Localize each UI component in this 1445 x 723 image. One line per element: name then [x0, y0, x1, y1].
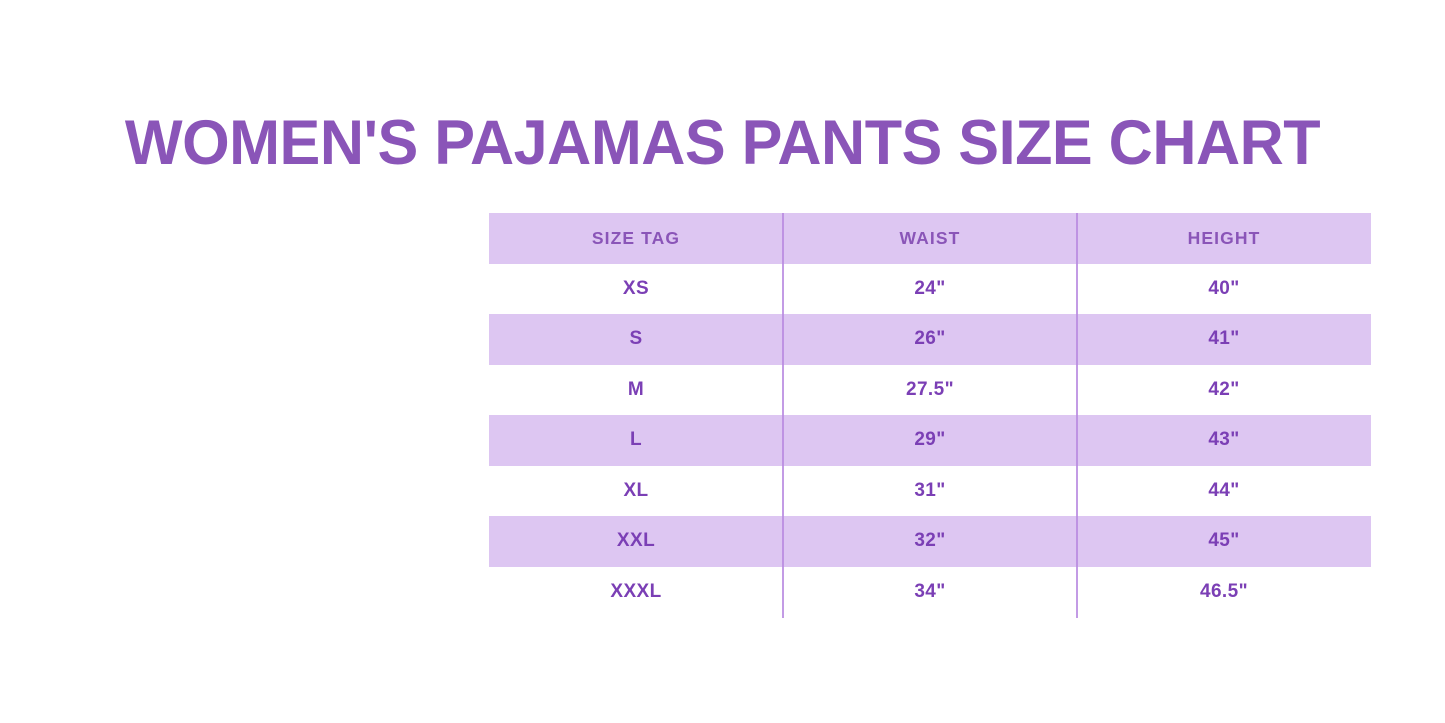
- cell-waist: 26": [914, 328, 946, 350]
- cell-height: 46.5": [1200, 580, 1248, 602]
- page-title: WOMEN'S PAJAMAS PANTS SIZE CHART: [124, 108, 1321, 179]
- cell-size-tag: XL: [623, 479, 649, 501]
- column-header-waist: WAIST: [899, 227, 961, 248]
- column-header-height: HEIGHT: [1187, 227, 1261, 248]
- column-divider-1: [782, 213, 784, 618]
- table-row: L 29" 43": [489, 415, 1371, 466]
- table-body: XS 24" 40" S 26" 41" M 27.5" 42" L 29": [489, 263, 1371, 617]
- cell-height: 41": [1208, 328, 1240, 350]
- table-row: S 26" 41": [489, 314, 1371, 365]
- size-chart-table-container: SIZE TAG WAIST HEIGHT XS 24" 40" S 26" 4…: [489, 213, 1371, 618]
- cell-size-tag: M: [627, 378, 645, 400]
- cell-waist: 32": [914, 530, 946, 552]
- cell-size-tag: XXXL: [610, 580, 662, 602]
- cell-waist: 31": [914, 479, 946, 501]
- table-row: XXL 32" 45": [489, 516, 1371, 567]
- cell-height: 40": [1208, 277, 1240, 299]
- size-chart-table: SIZE TAG WAIST HEIGHT XS 24" 40" S 26" 4…: [489, 213, 1371, 617]
- cell-size-tag: XS: [622, 277, 650, 299]
- table-header: SIZE TAG WAIST HEIGHT: [489, 213, 1371, 264]
- table-row: M 27.5" 42": [489, 364, 1371, 415]
- table-row: XS 24" 40": [489, 263, 1371, 314]
- cell-waist: 34": [914, 580, 946, 602]
- column-header-size-tag: SIZE TAG: [591, 227, 681, 248]
- cell-size-tag: L: [629, 429, 642, 451]
- table-row: XL 31" 44": [489, 465, 1371, 516]
- cell-size-tag: XXL: [616, 530, 656, 552]
- table-header-row: SIZE TAG WAIST HEIGHT: [489, 213, 1371, 264]
- cell-waist: 24": [914, 277, 946, 299]
- cell-size-tag: S: [629, 328, 643, 350]
- cell-height: 43": [1208, 429, 1240, 451]
- cell-waist: 27.5": [906, 378, 954, 400]
- cell-waist: 29": [914, 429, 946, 451]
- cell-height: 44": [1208, 479, 1240, 501]
- cell-height: 45": [1208, 530, 1240, 552]
- cell-height: 42": [1208, 378, 1240, 400]
- table-row: XXXL 34" 46.5": [489, 566, 1371, 617]
- column-divider-2: [1076, 213, 1078, 618]
